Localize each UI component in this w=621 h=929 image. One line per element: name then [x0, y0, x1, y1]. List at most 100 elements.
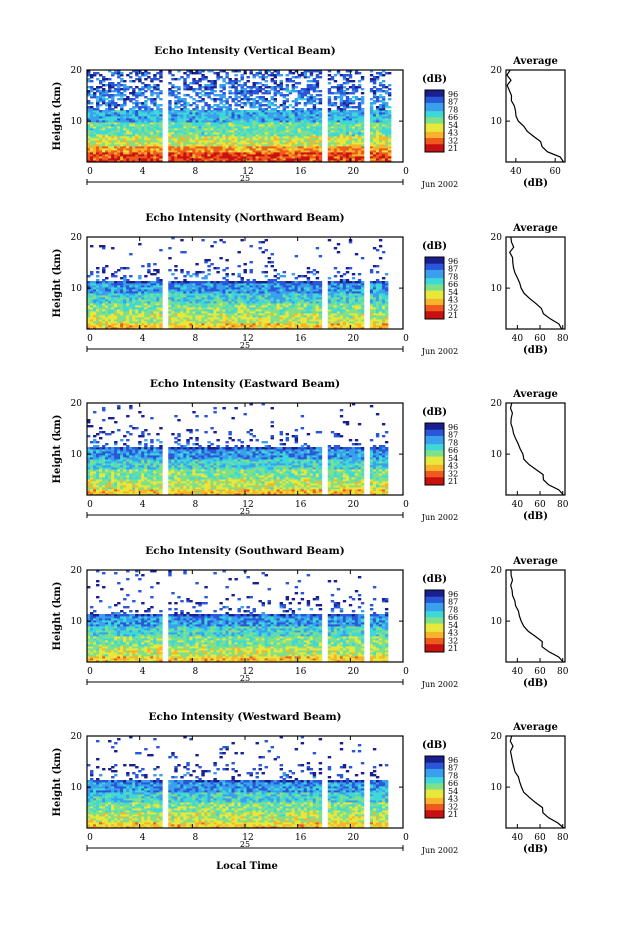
- heatmap-cell: [189, 301, 193, 304]
- heatmap-cell: [375, 130, 380, 133]
- heatmap-cell: [306, 325, 311, 328]
- heatmap-cell: [210, 309, 214, 312]
- heatmap-cell: [354, 116, 359, 119]
- heatmap-cell: [294, 158, 299, 161]
- heatmap-cell: [213, 86, 217, 89]
- heatmap-cell: [240, 122, 244, 125]
- heatmap-cell: [381, 96, 386, 99]
- heatmap-cell: [132, 327, 136, 330]
- heatmap-cell: [189, 122, 193, 125]
- heatmap-cell: [294, 100, 299, 103]
- heatmap-cell: [228, 92, 232, 95]
- heatmap-cell: [291, 307, 296, 310]
- heatmap-cell: [93, 136, 97, 139]
- heatmap-cell: [360, 114, 365, 117]
- heatmap-cell: [342, 319, 347, 322]
- heatmap-cell: [306, 138, 311, 141]
- heatmap-cell: [171, 86, 175, 89]
- heatmap-cell: [372, 112, 377, 115]
- heatmap-cell: [258, 140, 262, 143]
- heatmap-cell: [246, 299, 250, 302]
- heatmap-cell: [108, 108, 112, 111]
- heatmap-cell: [306, 154, 311, 157]
- heatmap-cell: [312, 305, 317, 308]
- heatmap-cell: [255, 325, 259, 328]
- heatmap-cell: [99, 152, 103, 155]
- heatmap-cell: [222, 124, 226, 127]
- heatmap-cell: [219, 305, 223, 308]
- heatmap-cell: [99, 80, 103, 83]
- heatmap-cell: [159, 76, 163, 79]
- heatmap-cell: [156, 96, 160, 99]
- average-x-label: (dB): [523, 178, 548, 189]
- heatmap-cell: [261, 142, 265, 145]
- heatmap-cell: [285, 110, 290, 113]
- heatmap-cell: [240, 140, 244, 143]
- heatmap-cell: [147, 76, 151, 79]
- heatmap-cell: [132, 80, 136, 83]
- heatmap-cell: [186, 144, 190, 147]
- heatmap-cell: [309, 319, 314, 322]
- heatmap-cell: [123, 154, 127, 157]
- heatmap-cell: [135, 86, 139, 89]
- heatmap-cell: [120, 327, 124, 330]
- heatmap-cell: [360, 327, 365, 330]
- heatmap-cell: [234, 136, 238, 139]
- heatmap-cell: [270, 102, 274, 105]
- heatmap-cell: [336, 70, 341, 73]
- heatmap-cell: [345, 120, 350, 123]
- heatmap-cell: [297, 154, 302, 157]
- heatmap-cell: [381, 315, 386, 318]
- heatmap-cell: [237, 84, 241, 87]
- heatmap-cell: [117, 110, 121, 113]
- heatmap-cell: [114, 110, 118, 113]
- heatmap-cell: [333, 323, 338, 326]
- heatmap-cell: [348, 319, 353, 322]
- heatmap-cell: [309, 84, 314, 87]
- heatmap-cell: [273, 114, 277, 117]
- heatmap-cell: [111, 126, 115, 129]
- heatmap-cell: [258, 124, 262, 127]
- heatmap-cell: [153, 156, 157, 159]
- heatmap-cell: [192, 325, 196, 328]
- heatmap-cell: [387, 160, 392, 163]
- heatmap-cell: [288, 112, 293, 115]
- heatmap-cell: [87, 158, 91, 161]
- heatmap-cell: [261, 313, 265, 316]
- heatmap-cell: [102, 301, 106, 304]
- heatmap-cell: [297, 156, 302, 159]
- heatmap-cell: [306, 307, 311, 310]
- heatmap-cell: [333, 132, 338, 135]
- heatmap-cell: [351, 323, 356, 326]
- heatmap-cell: [291, 301, 296, 304]
- heatmap-cell: [132, 311, 136, 314]
- heatmap-cell: [108, 313, 112, 316]
- heatmap-cell: [240, 102, 244, 105]
- heatmap-cell: [117, 323, 121, 326]
- heatmap-cell: [132, 317, 136, 320]
- heatmap-cell: [249, 142, 253, 145]
- heatmap-cell: [141, 297, 145, 300]
- heatmap-cell: [105, 120, 109, 123]
- heatmap-cell: [315, 120, 320, 123]
- heatmap-cell: [273, 118, 277, 121]
- heatmap-cell: [297, 136, 302, 139]
- heatmap-cell: [141, 122, 145, 125]
- heatmap-cell: [330, 142, 335, 145]
- heatmap-cell: [327, 114, 332, 117]
- heatmap-cell: [381, 142, 386, 145]
- heatmap-cell: [225, 146, 229, 149]
- heatmap-cell: [312, 122, 317, 125]
- heatmap-cell: [186, 110, 190, 113]
- heatmap-cell: [198, 160, 202, 163]
- heatmap-cell: [327, 112, 332, 115]
- heatmap-cell: [297, 160, 302, 163]
- heatmap-cell: [252, 313, 256, 316]
- heatmap-cell: [237, 156, 241, 159]
- heatmap-cell: [207, 148, 211, 151]
- heatmap-cell: [201, 323, 205, 326]
- heatmap-cell: [180, 307, 184, 310]
- heatmap-cell: [294, 311, 299, 314]
- heatmap-cell: [102, 299, 106, 302]
- heatmap-cell: [369, 102, 374, 105]
